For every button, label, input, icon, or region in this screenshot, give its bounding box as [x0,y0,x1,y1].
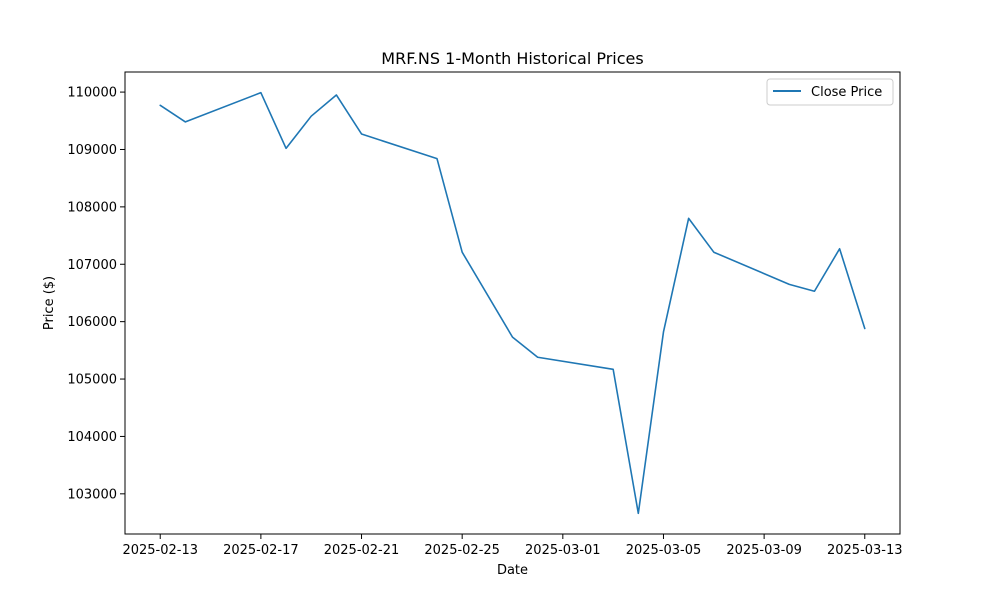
y-axis: 103000 104000 105000 106000 107000 108000 1090… [67,86,125,502]
x-tick-label: 2025-03-01 [525,543,601,558]
x-tick-label: 2025-02-21 [324,543,400,558]
x-tick-label: 2025-02-13 [122,543,198,558]
x-tick-label: 2025-03-09 [726,543,802,558]
legend: Close Price [766,78,894,106]
y-tick-label: 110000 [67,86,117,101]
x-axis: 2025-02-13 2025-02-17 2025-02-21 2025-02-25… [122,534,903,558]
y-axis-title: Price ($) [42,276,57,330]
legend-box [766,78,894,106]
x-tick-label: 2025-02-25 [424,543,500,558]
x-tick-label: 2025-02-17 [223,543,299,558]
series-layer [159,91,866,515]
y-tick-label: 103000 [67,487,117,502]
x-tick-label: 2025-03-05 [626,543,702,558]
series-line-close-price [159,91,866,515]
x-axis-title: Date [497,563,528,578]
plot-frame [124,71,901,535]
y-tick-label: 105000 [67,373,117,388]
legend-label-close-price: Close Price [811,85,882,100]
y-tick-label: 104000 [67,430,117,445]
x-tick-label: 2025-03-13 [827,543,903,558]
y-tick-label: 108000 [67,200,117,215]
chart-title: MRF.NS 1-Month Historical Prices [381,49,643,68]
y-tick-label: 109000 [67,143,117,158]
y-tick-label: 107000 [67,258,117,273]
y-tick-label: 106000 [67,315,117,330]
